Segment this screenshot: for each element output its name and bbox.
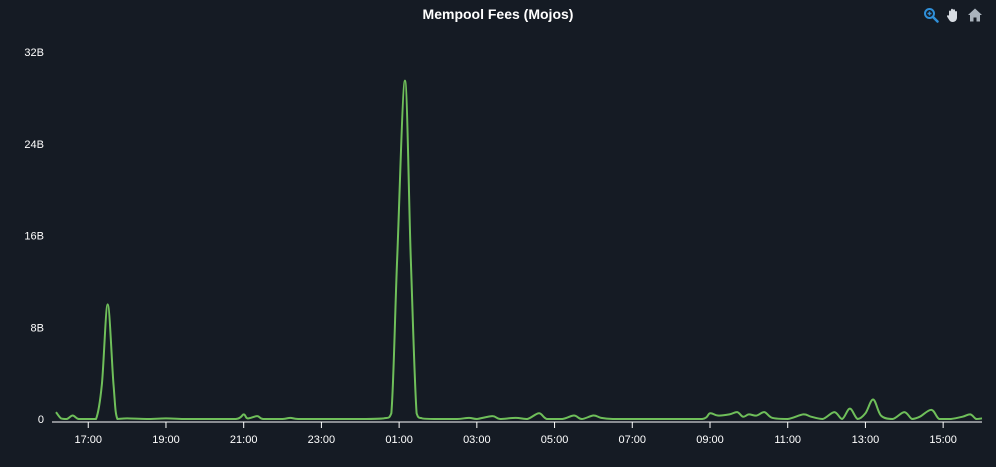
chart-title: Mempool Fees (Mojos) — [422, 6, 574, 22]
x-tick-label: 07:00 — [619, 434, 647, 446]
y-tick-label: 8B — [31, 322, 44, 334]
x-axis: 17:00 19:00 21:00 23:00 01:00 03:00 05:00 07:00… — [74, 422, 957, 446]
chart-toolbar — [922, 6, 984, 24]
y-tick-label: 16B — [24, 231, 44, 243]
y-tick-label: 0 — [38, 414, 44, 426]
x-tick-label: 03:00 — [463, 434, 491, 446]
pan-icon[interactable] — [944, 6, 962, 24]
x-tick-label: 05:00 — [541, 434, 569, 446]
x-tick-label: 15:00 — [929, 434, 957, 446]
y-tick-label: 32B — [24, 47, 44, 59]
x-tick-label: 19:00 — [152, 434, 180, 446]
home-icon[interactable] — [966, 6, 984, 24]
x-tick-label: 01:00 — [385, 434, 413, 446]
y-axis: 0 8B 16B 24B 32B — [24, 47, 44, 426]
x-tick-label: 09:00 — [696, 434, 724, 446]
x-tick-label: 21:00 — [230, 434, 258, 446]
x-tick-label: 13:00 — [852, 434, 880, 446]
series-line — [55, 79, 983, 420]
x-tick-label: 17:00 — [74, 434, 102, 446]
zoom-icon[interactable] — [922, 6, 940, 24]
y-tick-label: 24B — [24, 139, 44, 151]
series-layer — [55, 79, 983, 420]
x-tick-label: 11:00 — [774, 434, 801, 446]
x-tick-label: 23:00 — [308, 434, 336, 446]
